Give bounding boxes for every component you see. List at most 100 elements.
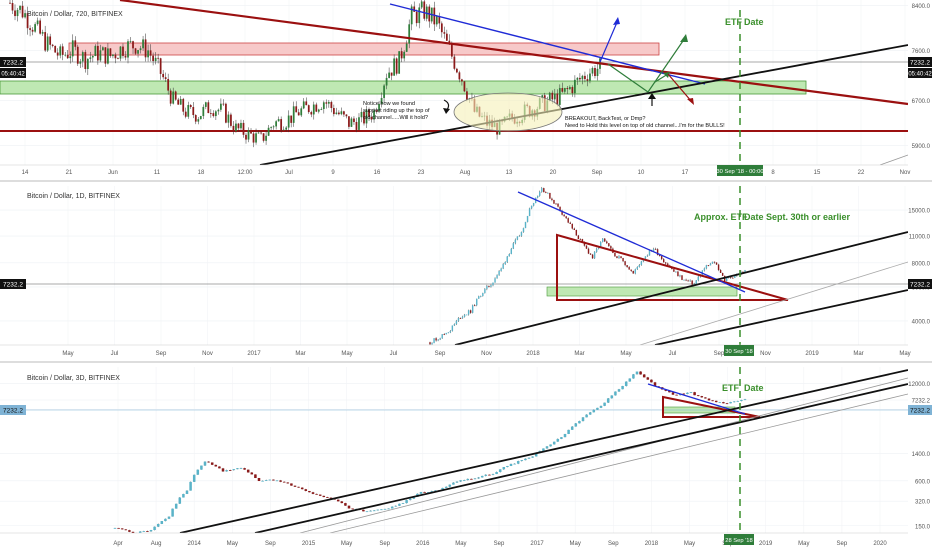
candle: [581, 417, 585, 422]
candle: [210, 462, 214, 465]
candle: [280, 119, 283, 131]
candle: [393, 58, 396, 76]
candle: [715, 262, 718, 265]
candle: [469, 310, 472, 313]
candle: [147, 50, 149, 58]
candle: [639, 371, 642, 375]
candle: [640, 261, 643, 265]
candle: [350, 118, 353, 127]
x-tick-label: May: [227, 541, 238, 547]
channel-upper-3d: [179, 369, 909, 534]
arrow-dump: [667, 73, 693, 103]
panel-720[interactable]: Bitcoin / Dollar, 720, BITFINEX Notice h…: [0, 0, 932, 179]
candle: [654, 248, 657, 250]
candle: [569, 222, 571, 224]
candle: [9, 2, 11, 4]
candle: [390, 506, 394, 509]
candle: [26, 13, 29, 29]
candle: [194, 115, 197, 122]
candle: [504, 262, 506, 265]
candle: [138, 531, 142, 534]
candle: [587, 248, 590, 254]
candle: [144, 39, 147, 58]
y-tick-label: 4000.0: [912, 319, 931, 325]
candle: [74, 40, 77, 47]
candle: [585, 245, 588, 249]
candle: [272, 479, 275, 481]
panel-1d[interactable]: Bitcoin / Dollar, 1D, BITFINEX Approx. E…: [0, 182, 932, 359]
candle: [302, 101, 305, 109]
candle: [94, 45, 97, 57]
candle: [225, 470, 228, 472]
candle: [369, 510, 372, 512]
candle: [260, 132, 262, 134]
x-tick-label: 2019: [759, 541, 773, 547]
candle: [614, 391, 617, 396]
panel-720-x-ticks: 1421Jun111812:00Jul91623Aug1320Sep101724…: [22, 170, 911, 176]
candle: [513, 463, 516, 465]
candle: [84, 52, 87, 70]
candle: [127, 41, 129, 58]
x-tick-label: Nov: [481, 351, 492, 357]
channel-lower-1d: [654, 289, 909, 346]
candle: [476, 298, 478, 306]
candle: [648, 250, 651, 256]
candle: [679, 275, 681, 277]
candle: [199, 116, 202, 120]
candle: [426, 492, 430, 493]
candle: [344, 503, 347, 506]
candle: [420, 1, 423, 8]
candle: [293, 485, 297, 487]
candle: [412, 496, 416, 499]
candle: [638, 264, 641, 267]
candle: [329, 497, 333, 499]
descending-blue-trendline-3d: [647, 383, 746, 415]
candle: [606, 398, 610, 403]
countdown-tag-left-box: [0, 68, 26, 78]
candle: [142, 531, 146, 532]
x-tick-label: May: [341, 541, 352, 547]
candle: [129, 41, 132, 43]
candle: [498, 271, 500, 276]
candle: [217, 109, 220, 112]
candle: [482, 293, 484, 296]
candle: [456, 68, 458, 73]
candle: [539, 191, 541, 196]
candle: [461, 316, 464, 319]
panel-3d-y-axis: [908, 363, 932, 533]
candle: [113, 527, 117, 529]
x-tick-label: Apr: [113, 541, 122, 547]
descending-triangle-3d: [662, 395, 761, 418]
candle: [664, 389, 668, 391]
annotation-notice-2: support riding up the top of: [363, 108, 430, 114]
candle: [305, 101, 308, 106]
candle: [516, 461, 520, 464]
candle: [322, 495, 326, 498]
candle: [553, 199, 555, 204]
candle: [440, 23, 443, 33]
candle: [279, 480, 282, 482]
candle: [646, 377, 650, 380]
candle: [703, 268, 706, 271]
candle: [528, 208, 531, 216]
candle: [624, 381, 628, 386]
candle: [370, 116, 373, 120]
candle: [589, 253, 592, 255]
candle: [707, 265, 710, 266]
candle: [624, 261, 626, 266]
arrow-black-up-head: [648, 93, 656, 99]
x-tick-label: Sep: [265, 541, 276, 547]
candle: [604, 238, 606, 242]
candle: [152, 55, 154, 62]
candle: [531, 456, 534, 458]
panel-3d[interactable]: Bitcoin / Dollar, 3D, BITFINEX ETF Date …: [0, 363, 932, 550]
candle: [174, 503, 178, 509]
candle: [494, 278, 496, 283]
candle: [542, 448, 545, 451]
candle: [385, 77, 388, 86]
candle: [69, 56, 72, 59]
candle: [335, 112, 338, 115]
candle: [14, 10, 16, 17]
candle: [675, 394, 678, 396]
